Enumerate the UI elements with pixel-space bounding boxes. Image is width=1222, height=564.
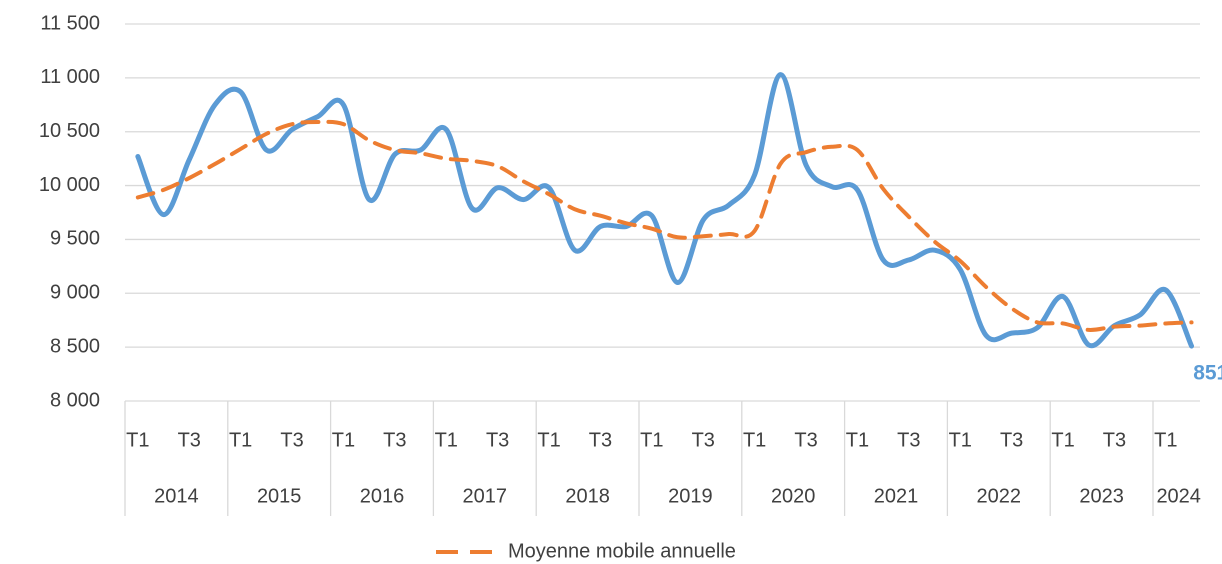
y-tick-label: 10 500 xyxy=(39,120,100,142)
x-tick-label: T3 xyxy=(1103,429,1126,451)
x-tick-label: T3 xyxy=(383,429,406,451)
x-tick-label: T3 xyxy=(280,429,303,451)
x-tick-label: T1 xyxy=(846,429,869,451)
x-tick-label: T3 xyxy=(692,429,715,451)
x-group-label: 2019 xyxy=(668,485,713,507)
x-tick-label: T3 xyxy=(589,429,612,451)
series-line xyxy=(135,119,1194,332)
x-tick-label: T1 xyxy=(332,429,355,451)
x-tick-label: T1 xyxy=(229,429,252,451)
x-group-label: 2023 xyxy=(1079,485,1124,507)
x-tick-label: T3 xyxy=(1000,429,1023,451)
x-tick-label: T1 xyxy=(949,429,972,451)
x-group-label: 2015 xyxy=(257,485,302,507)
y-tick-label: 11 500 xyxy=(40,12,100,34)
y-tick-label: 10 000 xyxy=(39,174,100,196)
x-group-label: 2021 xyxy=(874,485,919,507)
x-tick-label: T1 xyxy=(435,429,458,451)
x-tick-label: T1 xyxy=(743,429,766,451)
x-group-label: 2024 xyxy=(1156,485,1201,507)
x-tick-label: T3 xyxy=(486,429,509,451)
x-tick-label: T3 xyxy=(794,429,817,451)
x-group-label: 2016 xyxy=(360,485,405,507)
x-tick-label: T1 xyxy=(1051,429,1074,451)
x-group-label: 2022 xyxy=(977,485,1022,507)
x-group-label: 2018 xyxy=(565,485,610,507)
y-tick-label: 8 000 xyxy=(50,389,100,411)
y-tick-label: 9 500 xyxy=(50,228,100,250)
x-tick-label: T1 xyxy=(537,429,560,451)
legend-label: Moyenne mobile annuelle xyxy=(508,540,736,562)
x-tick-label: T3 xyxy=(178,429,201,451)
x-group-label: 2017 xyxy=(463,485,508,507)
x-group-label: 2020 xyxy=(771,485,816,507)
x-group-label: 2014 xyxy=(154,485,199,507)
y-tick-label: 8 500 xyxy=(50,335,100,357)
x-tick-label: T1 xyxy=(1154,429,1177,451)
y-tick-label: 11 000 xyxy=(40,66,100,88)
x-tick-label: T3 xyxy=(897,429,920,451)
series-line xyxy=(135,72,1195,349)
data-label: 8510 xyxy=(1193,362,1222,385)
x-tick-label: T1 xyxy=(640,429,663,451)
x-tick-label: T1 xyxy=(126,429,149,451)
y-tick-label: 9 000 xyxy=(50,282,100,304)
